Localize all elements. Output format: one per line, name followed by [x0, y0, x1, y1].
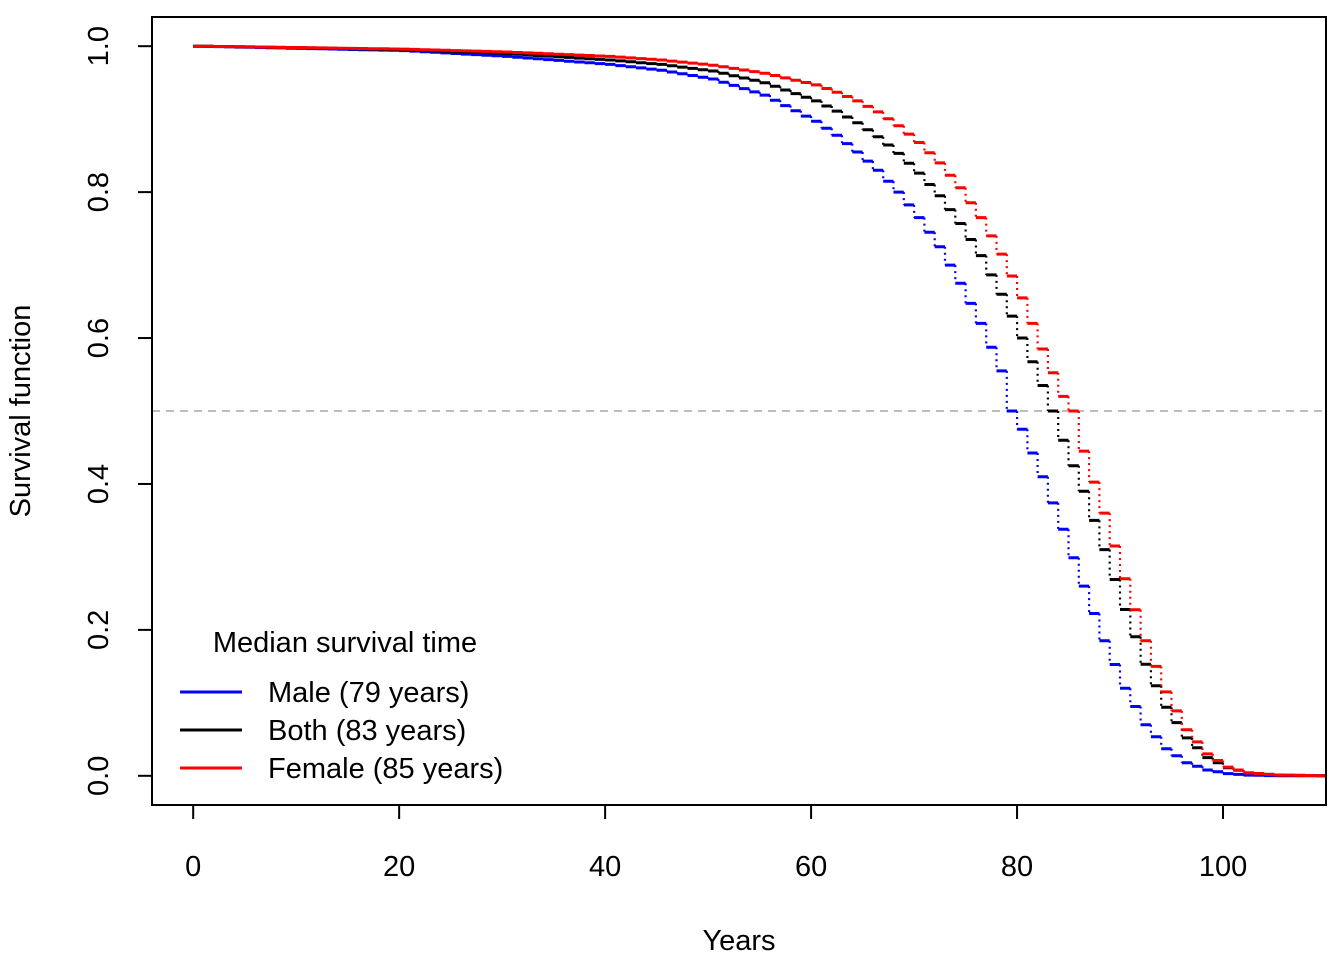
legend: Median survival time Male (79 years) Both…	[180, 627, 503, 785]
y-axis: 0.0 0.2 0.4 0.6 0.8 1.0	[83, 26, 152, 796]
x-tick-label: 40	[589, 851, 621, 883]
x-tick-label: 60	[795, 851, 827, 883]
legend-entry: Both (83 years)	[268, 715, 466, 747]
legend-title: Median survival time	[213, 627, 477, 659]
plot-frame	[151, 16, 1327, 806]
legend-entry: Male (79 years)	[268, 677, 469, 709]
y-axis-title: Survival function	[5, 305, 37, 518]
x-tick-label: 0	[185, 851, 201, 883]
x-tick-label: 20	[383, 851, 415, 883]
series-step-line	[193, 44, 1326, 778]
x-tick-label: 100	[1199, 851, 1247, 883]
y-tick-label: 0.6	[83, 318, 115, 358]
x-axis: 0 20 40 60 80 100	[185, 805, 1247, 883]
series-2	[193, 44, 1328, 778]
y-tick-label: 0.2	[83, 610, 115, 650]
y-tick-label: 1.0	[83, 26, 115, 66]
y-tick-label: 0.0	[83, 756, 115, 796]
x-axis-title: Years	[702, 925, 775, 957]
y-tick-label: 0.8	[83, 172, 115, 212]
x-tick-label: 80	[1001, 851, 1033, 883]
series-layer	[193, 44, 1328, 778]
legend-entry: Female (85 years)	[268, 753, 503, 785]
y-tick-label: 0.4	[83, 464, 115, 504]
